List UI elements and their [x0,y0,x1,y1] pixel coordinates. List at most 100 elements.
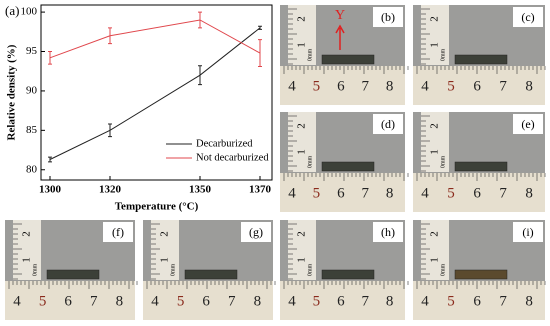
ruler-label: 5 [39,293,47,309]
error-bar [258,39,262,67]
label-box [513,222,543,242]
vertical-ruler-label: 1 [296,257,308,263]
vertical-ruler [288,5,316,65]
ruler-unit: 0mm [440,49,446,62]
specimen [454,161,508,172]
ruler-unit: 0mm [307,156,313,169]
x-tick-label: 1370 [249,184,272,196]
vertical-ruler-label: 2 [429,231,441,237]
vertical-ruler-label: 2 [429,16,441,22]
ruler-label: 5 [313,78,321,94]
ruler-label: 6 [202,293,210,309]
vertical-ruler-label: 2 [296,16,308,22]
ruler-label: 8 [525,185,533,201]
ruler-unit: 0mm [307,264,313,277]
panel-label: (f) [112,225,124,239]
ruler-unit: 0mm [307,49,313,62]
label-box [513,114,543,134]
panel-label: (g) [249,225,263,239]
panel-label: (h) [381,225,395,239]
y-tick-label: 100 [21,6,38,18]
ruler-label: 6 [473,185,481,201]
panel-label: (e) [521,117,534,131]
ruler-unit: 0mm [170,264,176,277]
ruler-label: 4 [288,185,296,201]
ruler-label: 6 [473,78,481,94]
error-bar [198,11,202,29]
plot-frame [40,4,273,181]
horizontal-ruler [413,281,545,320]
x-tick-label: 1350 [189,184,212,196]
ruler-label: 5 [313,293,321,309]
vertical-ruler [288,220,316,280]
error-bar [48,51,52,65]
ruler-label: 7 [499,293,507,309]
legend-label: Decarburized [196,138,253,149]
ruler-label: 4 [421,78,429,94]
vertical-ruler-label: 1 [296,42,308,48]
ruler-label: 5 [447,185,455,201]
ruler-label: 5 [447,293,455,309]
direction-arrow [335,24,345,50]
ruler-label: 4 [13,293,21,309]
ruler-label: 6 [337,185,345,201]
specimen [321,269,375,280]
panel-label: (d) [381,117,395,131]
vertical-ruler-label: 1 [429,257,441,263]
specimen [46,269,100,280]
ruler-label: 7 [228,293,236,309]
error-bar [48,156,52,163]
vertical-ruler-label: 1 [429,149,441,155]
ruler-label: 7 [499,78,507,94]
direction-label: Y [335,8,345,23]
ruler-label: 4 [421,293,429,309]
panel-label: (a) [5,3,19,18]
ruler-label: 8 [116,293,124,309]
ruler-label: 6 [337,293,345,309]
vertical-ruler-label: 2 [159,231,171,237]
vertical-ruler [421,112,449,172]
horizontal-ruler [413,173,545,212]
ruler-label: 8 [386,78,394,94]
y-axis-title: Relative density (%) [6,44,18,140]
panel-label: (b) [381,10,395,24]
specimen [184,269,238,280]
ruler-label: 5 [447,78,455,94]
label-box [103,222,133,242]
panel-label: (c) [521,10,534,24]
specimen [321,161,375,172]
y-tick-label: 95 [26,45,38,57]
specimen [321,54,375,65]
x-tick-label: 1300 [39,184,62,196]
label-box [373,114,403,134]
specimen [454,54,508,65]
label-box [373,222,403,242]
ruler-label: 5 [313,185,321,201]
label-box [513,7,543,27]
x-axis-title: Temperature (°C) [115,201,199,213]
ruler-label: 4 [421,185,429,201]
ruler-label: 6 [337,78,345,94]
ruler-label: 4 [151,293,159,309]
error-bar [198,65,202,86]
error-bar [108,123,112,138]
ruler-label: 7 [499,185,507,201]
ruler-label: 8 [525,78,533,94]
ruler-label: 8 [254,293,262,309]
ruler-unit: 0mm [440,264,446,277]
ruler-label: 7 [362,185,370,201]
horizontal-ruler [143,281,273,320]
ruler-label: 8 [386,185,394,201]
vertical-ruler [421,220,449,280]
vertical-ruler-label: 2 [296,231,308,237]
ruler-label: 4 [288,293,296,309]
ruler-label: 5 [177,293,185,309]
vertical-ruler-label: 1 [429,42,441,48]
x-tick-label: 1320 [99,184,122,196]
